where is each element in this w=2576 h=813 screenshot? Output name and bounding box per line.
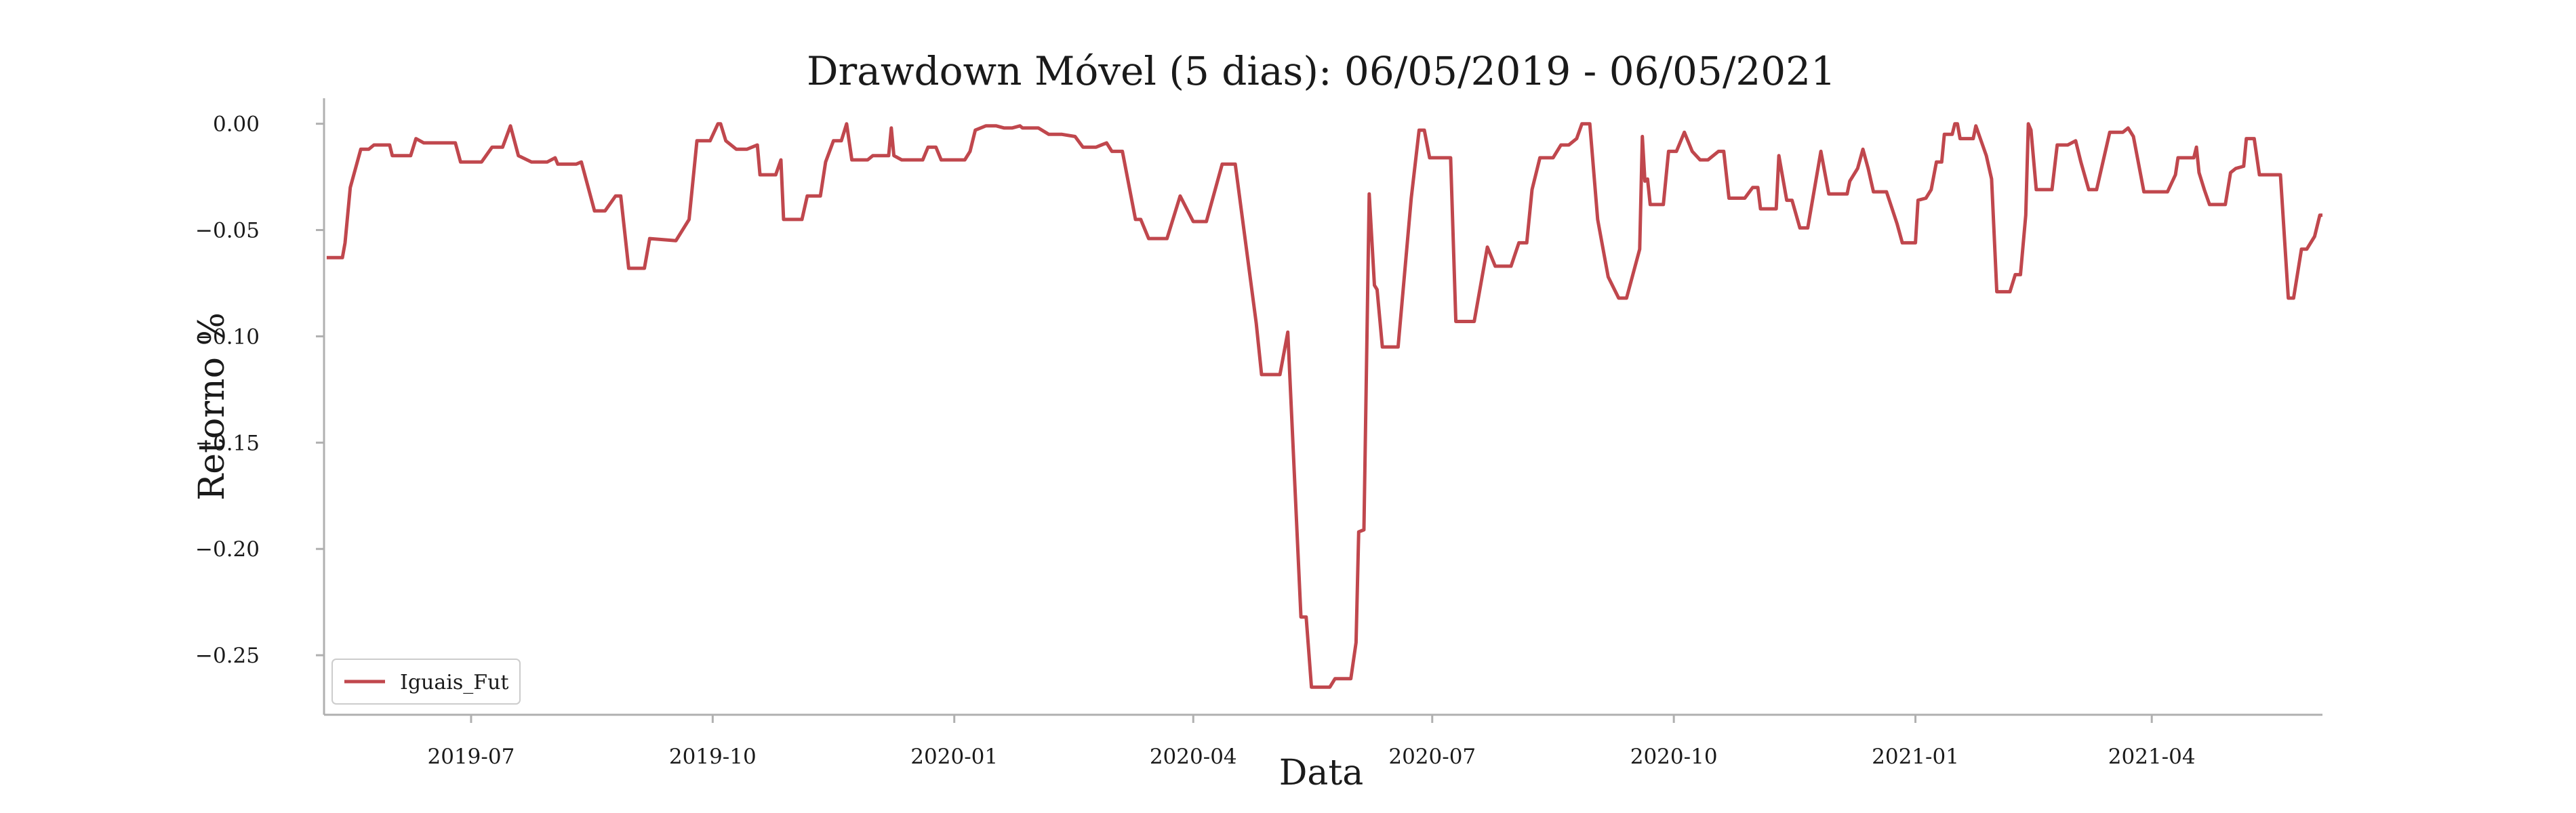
y-tick-label: −0.05 <box>195 219 260 243</box>
y-tick-label: −0.15 <box>195 431 260 455</box>
x-axis-label: Data <box>1279 753 1364 793</box>
x-tick-label: 2019-07 <box>428 745 515 769</box>
x-tick-label: 2020-10 <box>1630 745 1718 769</box>
x-tick-label: 2020-07 <box>1388 745 1476 769</box>
series-line-iguais-fut <box>326 122 2322 689</box>
x-tick-label: 2019-10 <box>669 745 757 769</box>
y-tick-label: −0.25 <box>195 644 260 668</box>
legend-frame <box>331 659 521 705</box>
x-tick-label: 2020-04 <box>1150 745 1237 769</box>
y-axis-label: Retorno % <box>192 312 233 501</box>
chart-title: Drawdown Móvel (5 dias): 06/05/2019 - 06… <box>807 48 1836 94</box>
legend-label-iguais-fut: Iguais_Fut <box>400 671 508 694</box>
legend: Iguais_Fut <box>331 659 521 705</box>
y-tick-label: −0.20 <box>195 537 260 562</box>
x-axis-ticks: 2019-07 2019-10 2020-01 2020-04 2020-07 2020-… <box>428 715 2196 769</box>
x-tick-label: 2021-04 <box>2108 745 2196 769</box>
y-tick-label: −0.10 <box>195 325 260 349</box>
x-tick-label: 2021-01 <box>1872 745 1959 769</box>
y-tick-label: 0.00 <box>213 112 260 137</box>
y-axis-ticks: 0.00 −0.05 −0.10 −0.15 −0.20 −0.25 <box>195 112 324 668</box>
x-tick-label: 2020-01 <box>910 745 998 769</box>
